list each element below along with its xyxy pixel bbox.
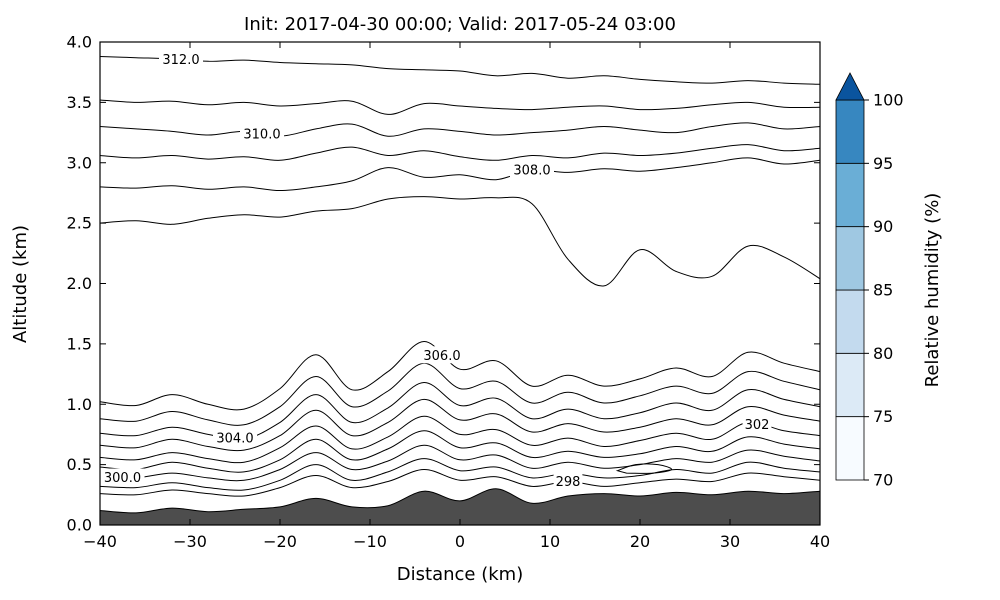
contour-line-305: [99, 362, 821, 426]
contour-label-312: 312.0: [162, 53, 199, 68]
colorbar-tick-label: 85: [873, 281, 893, 300]
contour-label-302: 302: [745, 418, 770, 433]
contour-line-309: [99, 144, 821, 161]
colorbar: 70 75 80 85 90 95 100: [835, 72, 904, 490]
y-tick-label: 3.0: [67, 153, 92, 172]
contour-label-310: 310.0: [243, 127, 280, 142]
contour-line-303: [99, 398, 821, 452]
terrain-fill: [99, 488, 821, 526]
contour-label-304: 304.0: [216, 432, 253, 447]
x-tick-label: 40: [810, 532, 830, 551]
contour-line-299: [99, 458, 821, 491]
contour-line-307: [99, 196, 821, 287]
colorbar-segment: [835, 162, 865, 228]
x-tick-label: −20: [263, 532, 297, 551]
contour-line-301: [99, 430, 821, 473]
x-tick-label: 20: [630, 532, 650, 551]
colorbar-tick-label: 90: [873, 217, 893, 236]
y-axis-label: Altitude (km): [10, 225, 31, 343]
x-tick-label: 30: [720, 532, 740, 551]
colorbar-label: Relative humidity (%): [922, 193, 943, 388]
colorbar-segment: [835, 352, 865, 417]
plot-title: Init: 2017-04-30 00:00; Valid: 2017-05-2…: [244, 14, 676, 35]
y-tick-label: 0.5: [67, 455, 92, 474]
y-tick-label: 2.0: [67, 274, 92, 293]
y-tick-label: 1.5: [67, 334, 92, 353]
plot-area: 298300.0302304.0306.0308.0310.0312.0−40−…: [67, 33, 831, 552]
x-tick-label: −40: [83, 532, 117, 551]
contour-label-306: 306.0: [423, 349, 460, 364]
contour-label-bg-298: [553, 472, 583, 490]
contour-line-310: [99, 122, 821, 137]
contour-label-bg-308: [510, 161, 554, 178]
contour-label-298: 298: [556, 475, 581, 490]
contour-label-308: 308.0: [513, 164, 550, 179]
x-tick-label: 10: [540, 532, 560, 551]
contour-line-300: [99, 444, 821, 482]
colorbar-segment: [835, 289, 865, 354]
contour-line-298: [99, 468, 821, 497]
contour-label-bg-312: [159, 50, 203, 68]
x-axis-label: Distance (km): [397, 564, 523, 585]
colorbar-tick-label: 70: [873, 471, 893, 490]
colorbar-extend-arrow-icon: [835, 72, 865, 101]
y-tick-label: 1.0: [67, 395, 92, 414]
contour-label-bg-302: [742, 415, 772, 433]
contour-line-299: [615, 463, 673, 474]
contour-label-bg-300: [100, 468, 145, 486]
y-tick-label: 0.0: [67, 516, 92, 535]
contour-line-304: [99, 381, 821, 441]
colorbar-tick-label: 95: [873, 154, 893, 173]
colorbar-tick-label: 100: [873, 91, 904, 110]
contour-label-300: 300.0: [104, 471, 141, 486]
contour-label-bg-310: [240, 124, 284, 142]
x-tick-label: −30: [173, 532, 207, 551]
y-tick-label: 4.0: [67, 33, 92, 52]
contour-line-311: [99, 99, 821, 115]
contour-label-bg-306: [420, 346, 464, 364]
colorbar-tick-label: 75: [873, 407, 893, 426]
contour-line-308: [99, 157, 821, 192]
colorbar-segment: [835, 99, 865, 164]
contour-line-302: [99, 415, 821, 464]
y-tick-label: 2.5: [67, 214, 92, 233]
y-tick-label: 3.5: [67, 93, 92, 112]
contour-line-312: [99, 56, 821, 85]
axes-frame: [99, 41, 821, 526]
colorbar-segment: [835, 226, 865, 291]
colorbar-segment: [835, 416, 865, 481]
x-tick-label: 0: [455, 532, 465, 551]
contour-label-bg-304: [213, 429, 257, 447]
colorbar-tick-label: 80: [873, 344, 893, 363]
contour-line-306: [99, 340, 821, 411]
x-tick-label: −10: [353, 532, 387, 551]
